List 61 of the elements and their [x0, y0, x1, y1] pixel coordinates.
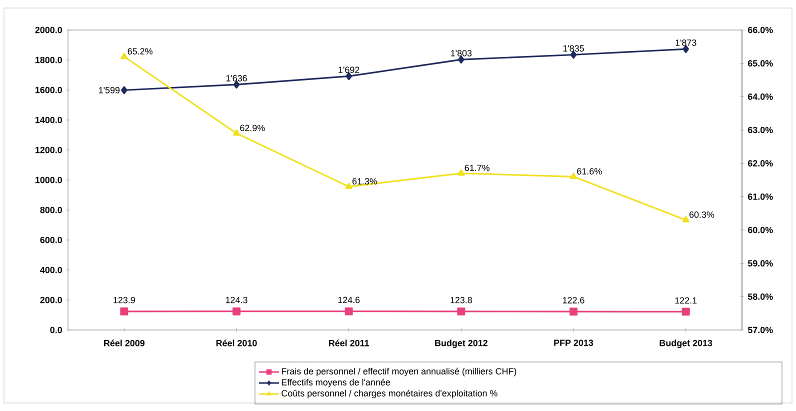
point — [232, 307, 240, 316]
point — [344, 307, 353, 316]
data-label: 1'803 — [451, 50, 472, 56]
point — [682, 308, 690, 316]
data-label: 65.2% — [128, 48, 152, 54]
data-label: 124.6 — [338, 296, 360, 304]
point — [120, 52, 128, 60]
data-label: 122.6 — [562, 297, 584, 304]
data-label: 1'873 — [676, 40, 696, 46]
point — [345, 182, 352, 190]
point — [458, 169, 465, 176]
legend-label: Coûts personnel / charges monétaires d'exploitation % — [282, 390, 498, 398]
legend-label: Frais de personnel / effectif moyen annualisé (milliers CHF) — [282, 368, 516, 376]
data-label: 1'599 — [99, 86, 120, 94]
x-tick-label: Budget 2013 — [660, 340, 712, 348]
x-tick-label: Budget 2012 — [435, 340, 488, 348]
y-tick-label: 0.0 — [50, 326, 62, 334]
y2-tick-label: 57.0% — [748, 326, 773, 334]
y2-tick-label: 58.0% — [748, 293, 773, 300]
point — [457, 307, 466, 316]
y-tick-label: 1200.0 — [35, 146, 62, 154]
data-label: 122.1 — [675, 297, 697, 304]
point — [682, 216, 690, 222]
y-tick-label: 1600.0 — [35, 86, 62, 94]
y2-tick-label: 63.0% — [748, 126, 773, 134]
point — [120, 86, 128, 94]
legend-label: Effectifs moyens de l'année — [282, 378, 390, 388]
data-label: 61.6% — [577, 168, 602, 174]
y-tick-label: 1000.0 — [35, 176, 62, 184]
data-label: 60.3% — [689, 211, 714, 218]
y2-tick-label: 65.0% — [748, 60, 773, 67]
x-tick-label: Réel 2010 — [216, 340, 257, 346]
data-label: 123.9 — [114, 296, 135, 304]
point — [570, 172, 578, 180]
x-tick-label: Réel 2011 — [328, 340, 370, 346]
y2-tick-label: 66.0% — [748, 26, 773, 34]
y2-tick-label: 64.0% — [748, 93, 773, 100]
y-tick-label: 400.0 — [40, 266, 62, 274]
point — [232, 129, 240, 136]
data-label: 1'692 — [338, 66, 360, 74]
point — [570, 308, 578, 316]
y-tick-label: 600.0 — [40, 236, 62, 244]
x-tick-label: PFP 2013 — [554, 340, 594, 346]
y2-tick-label: 62.0% — [748, 160, 773, 167]
y2-tick-label: 60.0% — [748, 226, 773, 234]
y2-tick-label: 61.0% — [748, 193, 773, 200]
data-label: 124.3 — [226, 296, 248, 304]
y-tick-label: 2000.0 — [35, 26, 62, 34]
data-label: 1'835 — [563, 45, 584, 52]
x-tick-label: Réel 2009 — [104, 340, 145, 346]
data-label: 62.9% — [240, 124, 265, 132]
y-tick-label: 800.0 — [40, 206, 62, 214]
y-tick-label: 1800.0 — [35, 56, 62, 64]
y2-tick-label: 59.0% — [748, 260, 773, 267]
point — [120, 307, 128, 316]
data-label: 61.7% — [464, 164, 490, 172]
data-label: 1'636 — [226, 75, 247, 82]
data-label: 61.3% — [352, 178, 378, 184]
y-tick-label: 200.0 — [40, 296, 62, 304]
data-label: 123.8 — [450, 296, 472, 304]
y-tick-label: 1400.0 — [35, 116, 62, 124]
